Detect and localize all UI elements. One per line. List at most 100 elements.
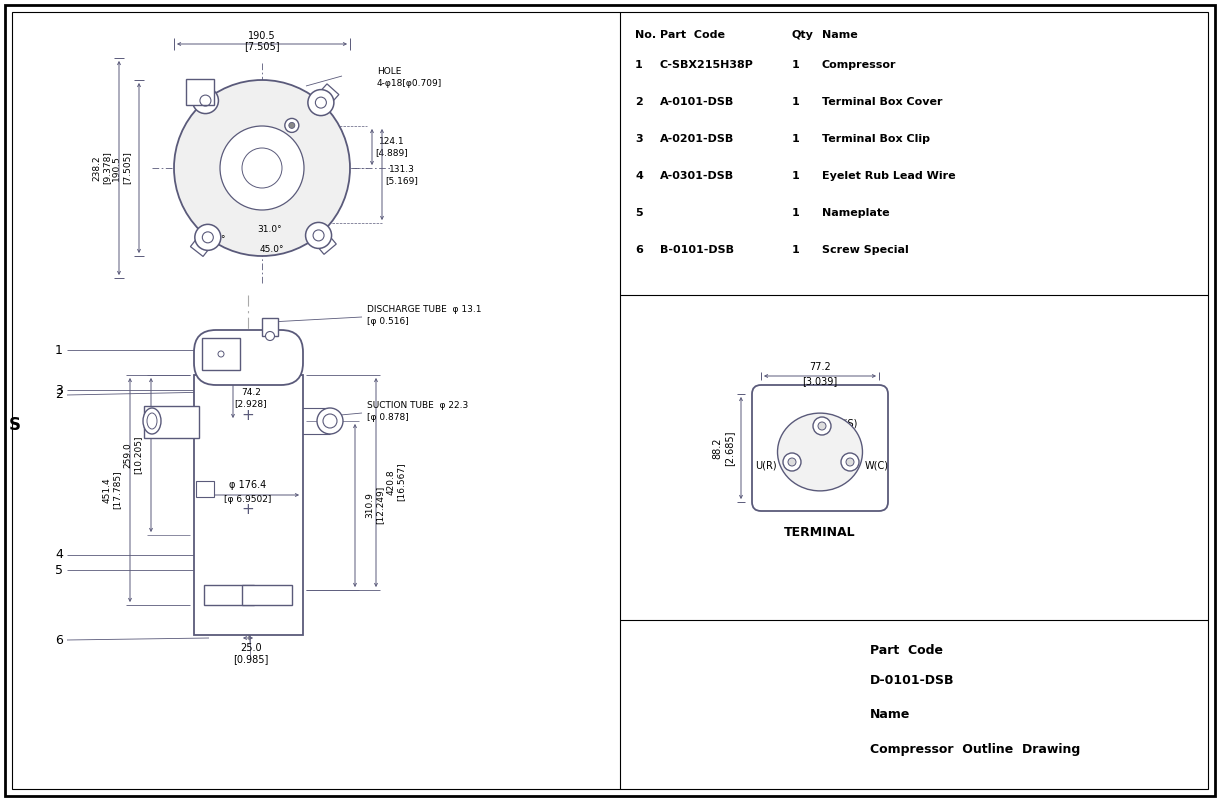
Circle shape (845, 458, 854, 466)
Text: TERMINAL: TERMINAL (784, 525, 855, 538)
Text: 1: 1 (792, 134, 800, 144)
Text: 88.2
[2.685]: 88.2 [2.685] (712, 430, 733, 465)
Bar (185, 79, 214, 105)
Text: 25.0: 25.0 (240, 643, 262, 653)
Text: A-0201-DSB: A-0201-DSB (660, 134, 734, 144)
Text: HOLE: HOLE (377, 67, 401, 77)
Circle shape (218, 351, 224, 357)
Text: [φ 0.878]: [φ 0.878] (367, 413, 409, 421)
Bar (204, 585, 254, 605)
Text: DISCHARGE TUBE  φ 13.1: DISCHARGE TUBE φ 13.1 (367, 305, 482, 315)
Text: 1: 1 (792, 60, 800, 70)
Text: U(R): U(R) (755, 460, 777, 470)
Text: 1: 1 (792, 97, 800, 107)
Circle shape (305, 223, 332, 248)
Text: Name: Name (822, 30, 858, 40)
Circle shape (266, 332, 274, 340)
Text: 1: 1 (55, 344, 63, 356)
Text: 4: 4 (634, 171, 643, 181)
Text: 238.2
[9.378]: 238.2 [9.378] (93, 151, 112, 184)
Text: 2: 2 (55, 388, 63, 401)
Bar (194, 375, 303, 635)
Text: 310.9
[12.249]: 310.9 [12.249] (365, 486, 384, 524)
Text: 1: 1 (792, 171, 800, 181)
Text: Terminal Box Cover: Terminal Box Cover (822, 97, 943, 107)
Text: S: S (9, 416, 21, 434)
Text: 420.8
[16.567]: 420.8 [16.567] (387, 463, 406, 501)
Text: C-SBX215H38P: C-SBX215H38P (660, 60, 754, 70)
Circle shape (813, 417, 831, 435)
Circle shape (323, 414, 337, 428)
Text: Nameplate: Nameplate (822, 208, 889, 218)
Text: 31.0°: 31.0° (257, 226, 282, 235)
Text: [3.039]: [3.039] (803, 376, 838, 386)
Circle shape (783, 453, 802, 471)
Text: 45.0°: 45.0° (260, 245, 284, 255)
Text: Qty: Qty (792, 30, 814, 40)
Text: [φ 6.9502]: [φ 6.9502] (224, 494, 272, 504)
Bar (203, 338, 240, 370)
Text: [φ 0.516]: [φ 0.516] (367, 317, 409, 327)
Ellipse shape (777, 413, 863, 491)
Text: D-0101-DSB: D-0101-DSB (870, 674, 954, 686)
Text: 1: 1 (792, 245, 800, 255)
Text: 131.3
[5.169]: 131.3 [5.169] (386, 165, 418, 185)
Text: V(S): V(S) (838, 418, 859, 428)
Circle shape (193, 87, 218, 114)
Text: 1: 1 (634, 60, 643, 70)
Bar (262, 318, 278, 336)
Text: SUCTION TUBE  φ 22.3: SUCTION TUBE φ 22.3 (367, 400, 468, 409)
Text: B-0101-DSB: B-0101-DSB (660, 245, 734, 255)
Circle shape (841, 453, 859, 471)
Text: W(C): W(C) (865, 460, 889, 470)
Text: 259.0
[10.205]: 259.0 [10.205] (123, 436, 143, 474)
Text: 451.4
[17.785]: 451.4 [17.785] (102, 471, 122, 509)
Text: +: + (242, 408, 255, 422)
Text: 3: 3 (634, 134, 643, 144)
Text: φ 176.4: φ 176.4 (229, 480, 267, 490)
Text: 190.5: 190.5 (248, 31, 276, 41)
Circle shape (220, 126, 304, 210)
Bar (196, 481, 214, 497)
Text: A-0301-DSB: A-0301-DSB (660, 171, 734, 181)
Text: Screw Special: Screw Special (822, 245, 909, 255)
Circle shape (307, 90, 334, 115)
Bar (144, 406, 199, 438)
Text: Name: Name (870, 707, 910, 721)
Polygon shape (188, 82, 209, 102)
Circle shape (317, 408, 343, 434)
Circle shape (289, 123, 295, 128)
Text: A-0101-DSB: A-0101-DSB (660, 97, 734, 107)
Circle shape (174, 80, 350, 256)
Text: 190.5
[7.505]: 190.5 [7.505] (112, 151, 132, 184)
Text: 77.2: 77.2 (809, 362, 831, 372)
Text: Eyelet Rub Lead Wire: Eyelet Rub Lead Wire (822, 171, 955, 181)
Text: 1: 1 (792, 208, 800, 218)
Text: No.: No. (634, 30, 656, 40)
Polygon shape (318, 84, 339, 104)
Text: 41.5°: 41.5° (201, 235, 226, 244)
Ellipse shape (146, 413, 157, 429)
FancyBboxPatch shape (194, 330, 303, 385)
Text: Compressor: Compressor (822, 60, 897, 70)
Text: Terminal Box Clip: Terminal Box Clip (822, 134, 930, 144)
Text: 124.1
[4.889]: 124.1 [4.889] (376, 137, 409, 157)
Text: +: + (242, 502, 255, 517)
Bar (242, 585, 292, 605)
Text: 3: 3 (55, 384, 63, 396)
Polygon shape (316, 234, 337, 255)
Text: Part  Code: Part Code (870, 643, 943, 657)
Text: 6: 6 (634, 245, 643, 255)
Circle shape (195, 224, 221, 251)
Circle shape (284, 119, 299, 132)
Text: 6: 6 (55, 634, 63, 646)
Text: [0.985]: [0.985] (233, 654, 268, 664)
Text: 5: 5 (634, 208, 643, 218)
Text: 4: 4 (55, 549, 63, 562)
Circle shape (788, 458, 795, 466)
Text: 4-φ18[φ0.709]: 4-φ18[φ0.709] (377, 79, 442, 88)
Text: 74.2
[2.928]: 74.2 [2.928] (234, 388, 267, 408)
Circle shape (817, 422, 826, 430)
Text: Part  Code: Part Code (660, 30, 725, 40)
Text: Compressor  Outline  Drawing: Compressor Outline Drawing (870, 743, 1080, 756)
